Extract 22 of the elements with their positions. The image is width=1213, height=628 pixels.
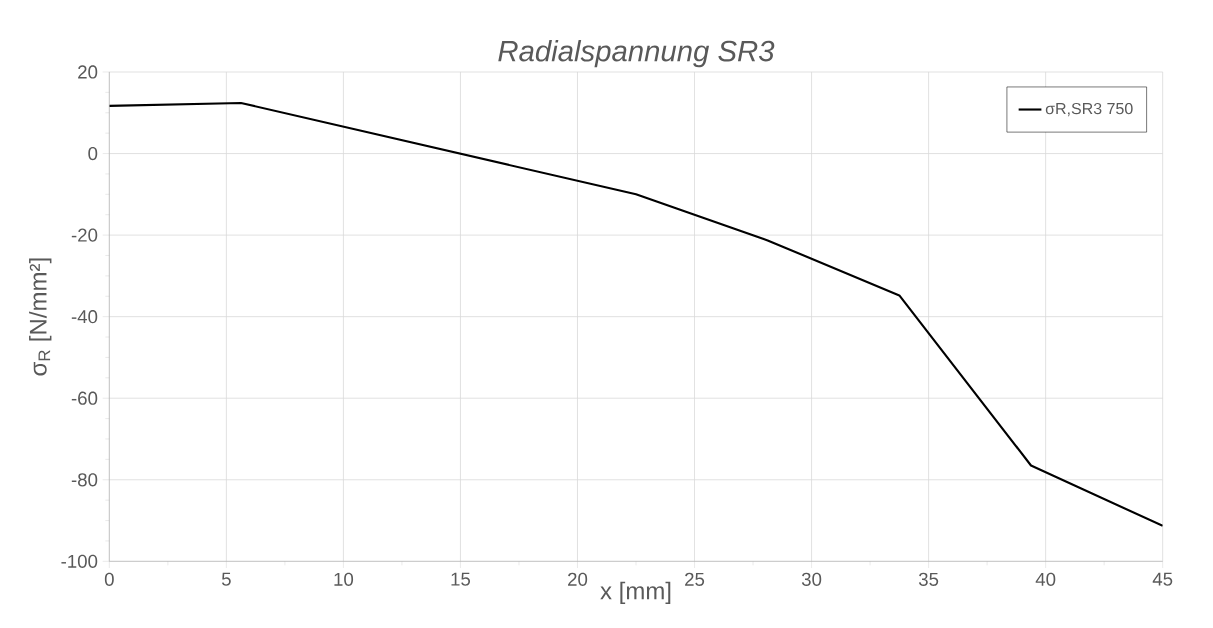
y-tick-label: 20 [78,65,98,79]
x-tick-label: 25 [685,572,705,586]
y-tick-label: 0 [88,146,98,161]
x-tick-label: 5 [221,572,231,586]
chart-title: Radialspannung SR3 [498,39,775,68]
x-axis-title: x [mm] [600,581,671,605]
x-tick-label: 15 [451,572,471,586]
legend-label: σR,SR3 750 [1045,102,1133,117]
x-tick-label: 45 [1152,572,1173,586]
y-tick-label: -20 [71,228,98,242]
y-axis-title: σ$_{R}$ [N/mm²] [29,258,52,376]
y-tick-label: -40 [71,310,98,324]
x-tick-label: 30 [801,572,822,586]
y-tick-label: -60 [71,391,98,405]
x-tick-label: 20 [568,572,588,586]
x-tick-label: 40 [1035,572,1056,586]
y-tick-label: -80 [71,473,98,487]
x-tick-label: 10 [334,572,354,586]
y-tick-label: -100 [61,554,98,568]
line-series [109,101,1163,527]
x-tick-label: 0 [104,572,114,586]
x-tick-label: 35 [918,572,939,586]
